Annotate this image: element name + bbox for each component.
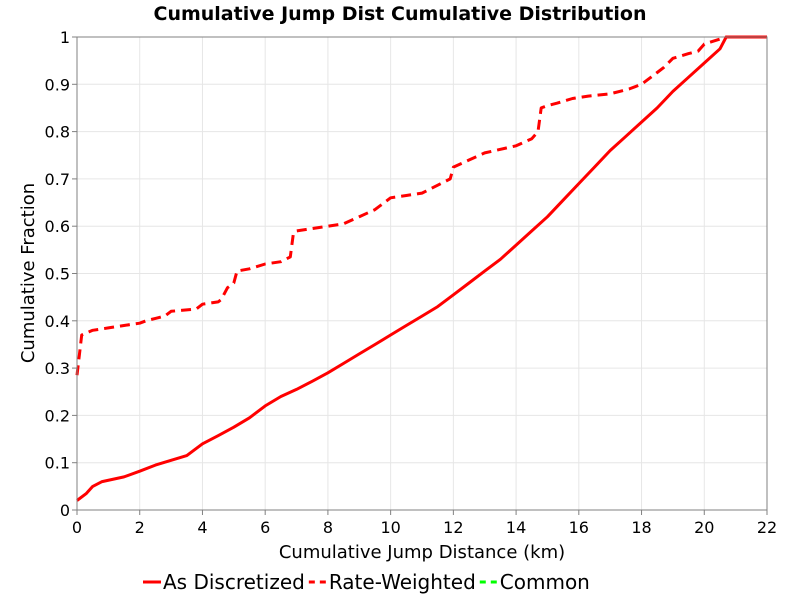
x-tick-label: 12 <box>443 518 463 537</box>
x-tick-label: 0 <box>72 518 82 537</box>
x-tick-label: 10 <box>380 518 400 537</box>
y-tick-label: 0.8 <box>45 123 70 142</box>
series-line-1 <box>75 35 767 376</box>
y-tick-label: 0.5 <box>45 265 70 284</box>
legend-item-2: Common <box>479 570 590 594</box>
legend-item-0: As Discretized <box>143 570 305 594</box>
legend-item-1: Rate-Weighted <box>308 570 476 594</box>
y-tick-label: 1 <box>60 28 70 47</box>
legend-label: As Discretized <box>163 570 305 594</box>
x-tick-label: 6 <box>260 518 270 537</box>
y-tick-label: 0.6 <box>45 217 70 236</box>
x-tick-label: 8 <box>323 518 333 537</box>
grid <box>76 36 768 511</box>
x-tick-label: 4 <box>197 518 207 537</box>
x-tick-label: 20 <box>694 518 714 537</box>
x-tick-label: 22 <box>757 518 777 537</box>
x-tick-label: 14 <box>506 518 526 537</box>
x-tick-label: 18 <box>631 518 651 537</box>
y-tick-label: 0.3 <box>45 359 70 378</box>
chart-title: Cumulative Jump Dist Cumulative Distribu… <box>154 3 647 25</box>
y-tick-label: 0.4 <box>45 312 70 331</box>
x-tick-label: 2 <box>135 518 145 537</box>
x-tick-label: 16 <box>569 518 589 537</box>
series-line-0 <box>76 35 767 502</box>
axis-ticks: 0 2 4 6 8 10 12 14 16 18 20 22 0 0.1 0.2 0.3 0.4 0.5 0.6 0.… <box>45 28 778 537</box>
legend-label: Rate-Weighted <box>329 570 476 594</box>
y-axis-title: Cumulative Fraction <box>18 183 39 363</box>
y-tick-label: 0.9 <box>45 75 70 94</box>
y-tick-label: 0 <box>60 501 70 520</box>
legend: As Discretized Rate-Weighted Common <box>143 570 590 594</box>
y-tick-label: 0.1 <box>45 454 70 473</box>
y-tick-label: 0.2 <box>45 406 70 425</box>
legend-label: Common <box>500 570 590 594</box>
x-axis-title: Cumulative Jump Distance (km) <box>279 542 565 563</box>
y-tick-label: 0.7 <box>45 170 70 189</box>
series-layer <box>75 35 767 502</box>
